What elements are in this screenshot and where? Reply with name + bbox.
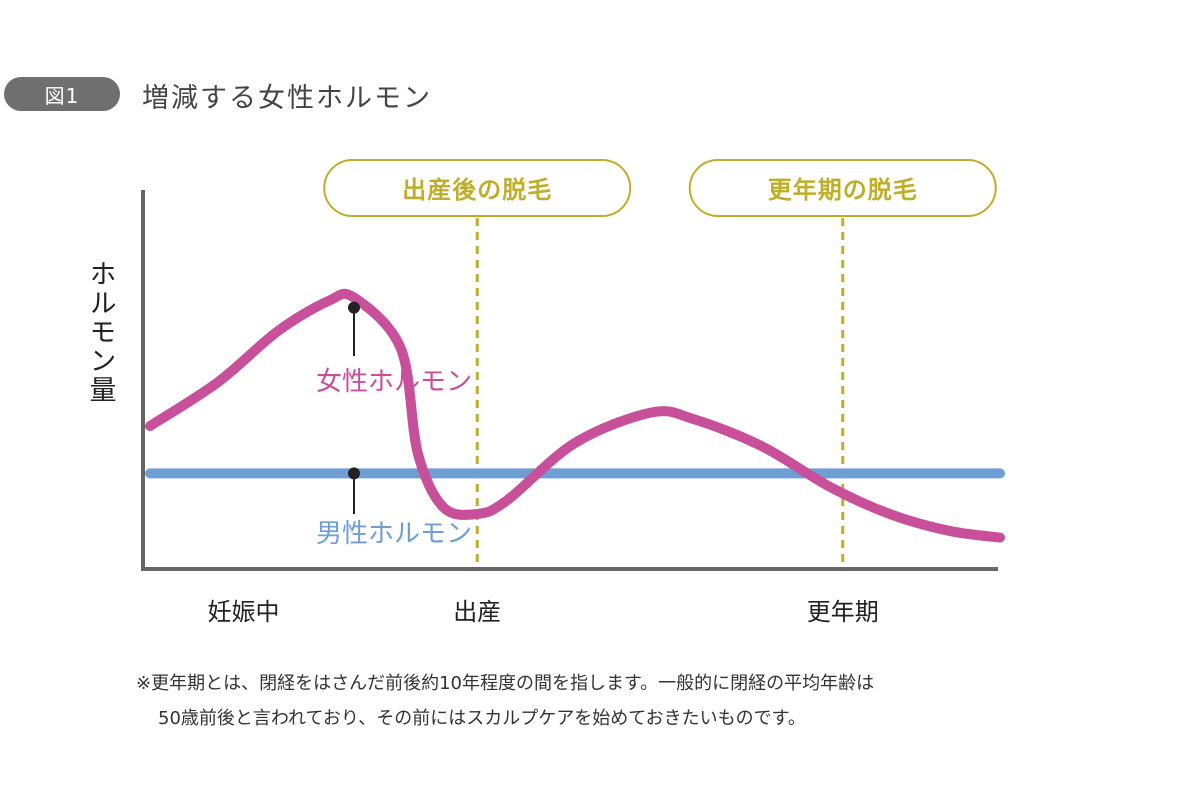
annotation-label-0: 出産後の脱毛 [402,176,552,204]
series-marker-1 [348,467,360,480]
x-tick-label-0: 妊娠中 [208,598,280,626]
chart-annotations: 出産後の脱毛 更年期の脱毛 [323,159,997,566]
figure-title: 増減する女性ホルモン [142,83,432,114]
series-marker-0 [348,301,360,314]
footnote-line-1: ※更年期とは、閉経をはさんだ前後約10年程度の間を指します。一般的に閉経の平均年… [136,673,875,694]
footnote-line-2: 50歳前後と言われており、その前にはスカルプケアを始めておきたいものです。 [158,708,806,729]
chart-series [145,288,1005,543]
series-label-1: 男性ホルモン [316,519,472,549]
x-tick-label-1: 出産 [453,598,501,626]
annotation-label-1: 更年期の脱毛 [768,176,918,204]
annotation-box-1 [688,159,997,217]
series-label-0: 女性ホルモン [316,367,472,397]
annotation-box-0 [323,159,632,217]
series-line-0 [145,288,1005,543]
figure-badge: 図1 [4,77,120,111]
x-tick-label-2: 更年期 [807,598,879,626]
y-axis-label: ホルモン量 [85,260,116,405]
chart-axes [141,190,998,571]
footnote: ※更年期とは、閉経をはさんだ前後約10年程度の間を指します。一般的に閉経の平均年… [136,666,874,736]
